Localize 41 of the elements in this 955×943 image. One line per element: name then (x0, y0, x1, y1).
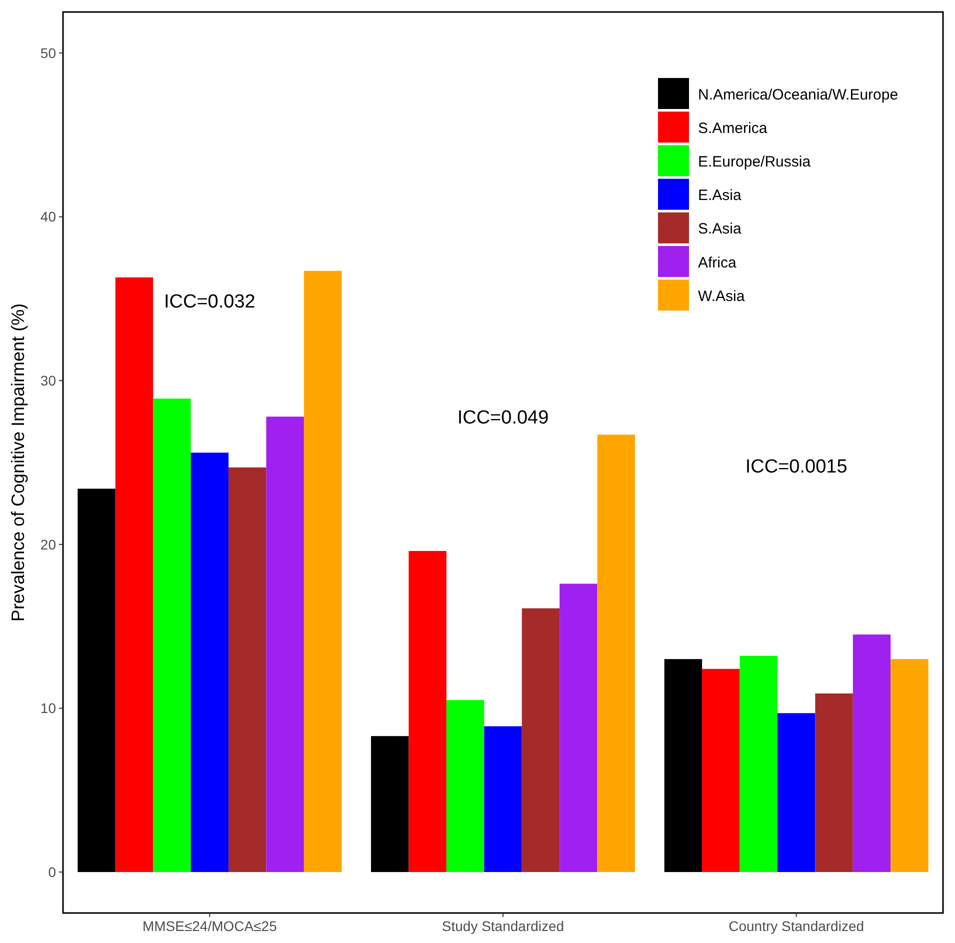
bar (228, 467, 266, 872)
y-axis-title: Prevalence of Cognitive Impairment (%) (8, 303, 28, 622)
bar (664, 659, 702, 872)
legend-label: E.Europe/Russia (698, 153, 812, 170)
y-tick-label: 20 (40, 536, 56, 552)
y-tick-label: 0 (48, 864, 56, 880)
legend-label: N.America/Oceania/W.Europe (698, 86, 898, 104)
bar (266, 416, 304, 872)
annotation: ICC=0.0015 (745, 456, 848, 478)
x-tick-label: Country Standardized (728, 918, 864, 934)
bar (815, 693, 853, 872)
bar (560, 584, 598, 872)
annotation: ICC=0.049 (457, 408, 549, 429)
bar (484, 726, 522, 872)
y-tick-label: 30 (40, 372, 56, 388)
y-tick-label: 40 (40, 208, 56, 225)
legend-label: S.Asia (698, 220, 742, 238)
bar (304, 270, 342, 872)
y-tick-label: 10 (40, 700, 56, 716)
bar (78, 488, 116, 872)
bar (522, 608, 560, 872)
bar (852, 634, 891, 872)
bar (740, 656, 778, 872)
bar (153, 398, 191, 872)
annotation: ICC=0.032 (164, 292, 256, 313)
bar (702, 668, 740, 872)
bar (115, 277, 154, 872)
bar (446, 700, 484, 872)
legend-label: E.Asia (698, 187, 742, 204)
y-tick-label: 50 (40, 44, 56, 61)
x-tick-label: MMSE≤24/MOCA≤25 (142, 918, 278, 934)
bar (890, 659, 928, 872)
x-tick-label: Study Standardized (442, 918, 564, 934)
bar (597, 434, 635, 872)
bar (190, 452, 229, 872)
legend-label: Africa (698, 254, 737, 272)
legend-label: W.Asia (698, 288, 746, 305)
bar (371, 736, 409, 872)
legend-label: S.America (698, 120, 768, 137)
bar (408, 550, 446, 872)
bar (777, 713, 816, 872)
